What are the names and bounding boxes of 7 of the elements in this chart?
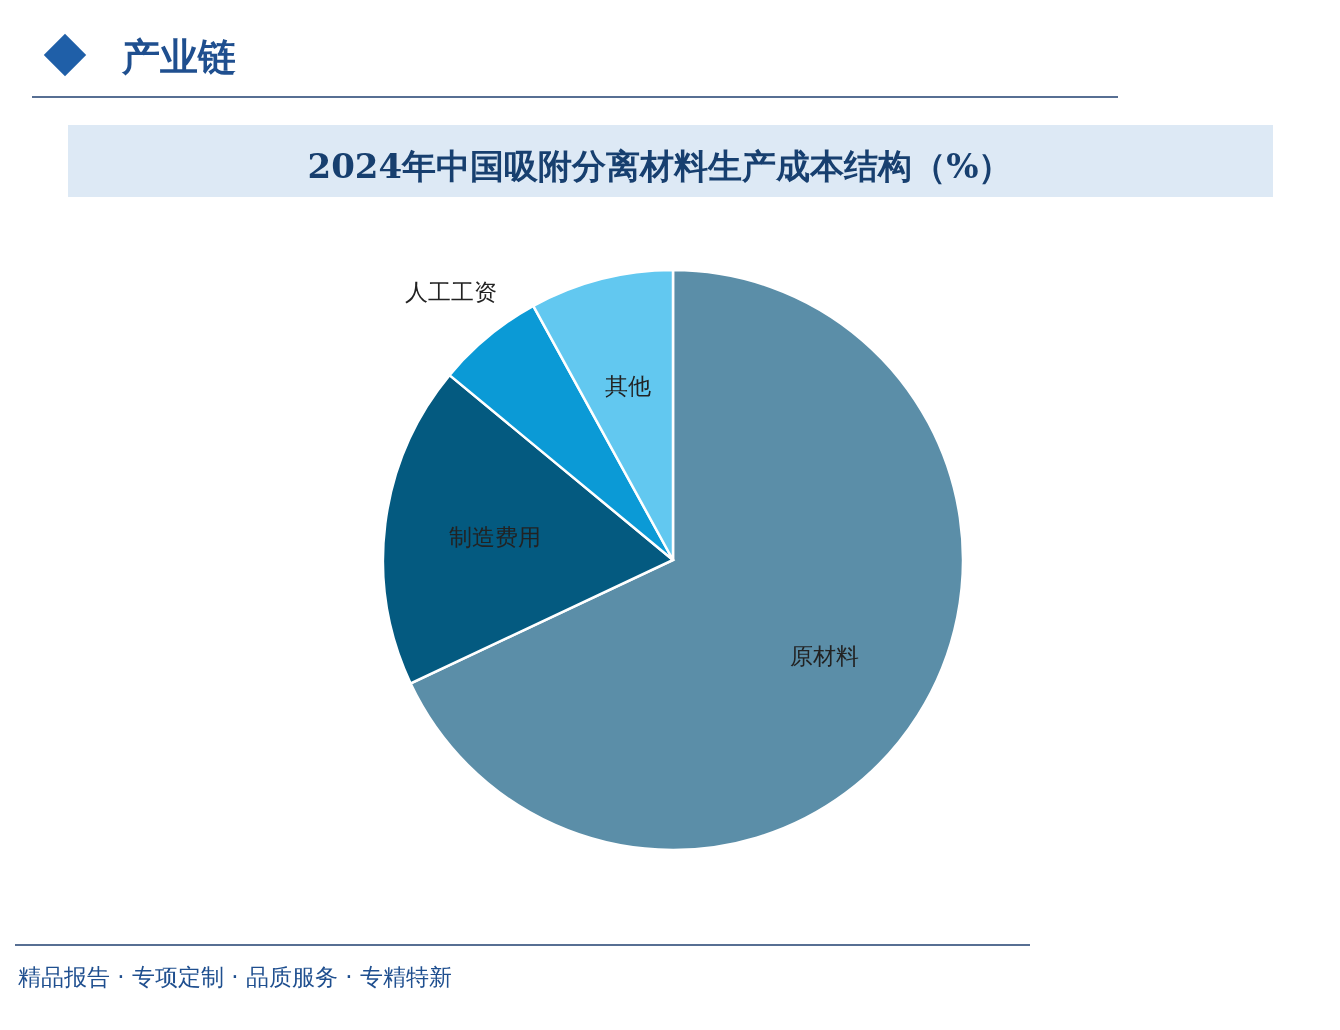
- footer-note: 精品报告 · 专项定制 · 品质服务 · 专精特新: [18, 964, 452, 990]
- slice-label: 其他: [605, 372, 652, 399]
- slice-label: 制造费用: [448, 524, 541, 551]
- slice-label: 原材料: [790, 643, 860, 670]
- chart-title: 2024年中国吸附分离材料生产成本结构（%）: [307, 146, 1013, 186]
- slice-label: 人工工资: [405, 278, 498, 305]
- section-heading: 产业链: [122, 35, 236, 79]
